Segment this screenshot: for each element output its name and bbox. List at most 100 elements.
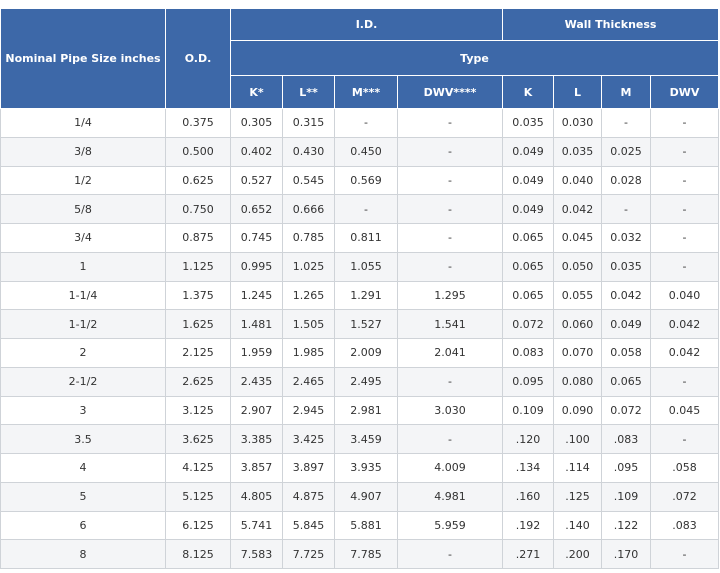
table-cell: 0.527 xyxy=(230,165,283,196)
table-cell: 0.035 xyxy=(553,136,603,167)
header-cell: Wall Thickness xyxy=(502,8,720,41)
table-cell: 1.541 xyxy=(396,309,504,339)
table-cell: - xyxy=(650,108,720,138)
table-cell: 0.042 xyxy=(650,309,720,339)
header-cell: O.D. xyxy=(165,8,231,109)
table-cell: 0.049 xyxy=(502,165,555,196)
table-cell: 7.785 xyxy=(334,539,398,569)
table-cell: 0.049 xyxy=(502,136,555,167)
table-cell: 0.875 xyxy=(165,223,231,253)
table-cell: 0.049 xyxy=(601,309,652,339)
table-row: 3/4 0.875 0.745 0.785 0.811-0.065 0.045 0.032- xyxy=(0,223,720,253)
table-cell: 2.495 xyxy=(334,366,398,397)
table-row: 1 1.125 0.995 1.025 1.055-0.065 0.050 0.035- xyxy=(0,251,720,282)
table-cell: 0.095 xyxy=(502,366,555,397)
table-cell: .140 xyxy=(553,510,603,541)
table-cell: .122 xyxy=(601,510,652,541)
table-cell: 0.060 xyxy=(553,309,603,339)
header-cell: DWV**** xyxy=(396,75,504,109)
table-cell: 1.125 xyxy=(165,251,231,282)
table-cell: .170 xyxy=(601,539,652,569)
header-cell: K* xyxy=(230,75,283,109)
table-cell: 3.125 xyxy=(165,395,231,426)
table-cell: 2.041 xyxy=(396,338,504,368)
table-cell: 3.030 xyxy=(396,395,504,426)
header-cell: L xyxy=(553,75,603,109)
table-cell: 2.125 xyxy=(165,338,231,368)
table-cell: .095 xyxy=(601,453,652,483)
table-row: 8 8.125 7.583 7.725 7.785- .271.200.170- xyxy=(0,539,720,569)
table-cell: 0.083 xyxy=(502,338,555,368)
table-cell: 0.666 xyxy=(282,194,335,224)
table-cell: - xyxy=(601,108,652,138)
table-row: 1/2 0.625 0.527 0.545 0.569-0.049 0.040 0.028- xyxy=(0,165,720,196)
table-cell: 3.625 xyxy=(165,424,231,454)
table-cell: 0.065 xyxy=(502,280,555,311)
table-cell: .271 xyxy=(502,539,555,569)
table-cell: 0.030 xyxy=(553,108,603,138)
table-cell: 3.935 xyxy=(334,453,398,483)
table-cell: - xyxy=(396,136,504,167)
table-cell: 0.040 xyxy=(553,165,603,196)
table-cell: .200 xyxy=(553,539,603,569)
header-row: Type xyxy=(1,40,720,76)
table-cell: 0.045 xyxy=(553,223,603,253)
table-cell: - xyxy=(650,539,720,569)
table-cell: 0.811 xyxy=(334,223,398,253)
table-cell: 5.125 xyxy=(165,481,231,512)
table-cell: - xyxy=(650,366,720,397)
table-cell: 5/8 xyxy=(0,194,166,224)
table-cell: 6.125 xyxy=(165,510,231,541)
table-cell: 1.505 xyxy=(282,309,335,339)
table-cell: 5.741 xyxy=(230,510,283,541)
table-body: 1/4 0.375 0.305 0.315- -0.035 0.030- -3/8 0.500… xyxy=(0,108,720,569)
table-cell: 0.750 xyxy=(165,194,231,224)
table-cell: - xyxy=(396,424,504,454)
table-cell: 0.058 xyxy=(601,338,652,368)
header-cell: Nominal Pipe Size inches xyxy=(0,8,166,109)
table-row: 3.5 3.625 3.385 3.425 3.459- .120.100.083- xyxy=(0,424,720,454)
table-cell: 0.028 xyxy=(601,165,652,196)
table-cell: 7.725 xyxy=(282,539,335,569)
table-row: 5 5.125 4.805 4.875 4.907 4.981.160.125.109.0… xyxy=(0,481,720,512)
table-cell: 8 xyxy=(0,539,166,569)
table-cell: 1.375 xyxy=(165,280,231,311)
table-cell: 3 xyxy=(0,395,166,426)
table-cell: 0.569 xyxy=(334,165,398,196)
table-cell: 0.402 xyxy=(230,136,283,167)
table-cell: 4.805 xyxy=(230,481,283,512)
table-cell: - xyxy=(334,194,398,224)
header-cell: M xyxy=(601,75,652,109)
table-cell: - xyxy=(396,194,504,224)
table-cell: 0.450 xyxy=(334,136,398,167)
table-cell: 3.5 xyxy=(0,424,166,454)
table-cell: .072 xyxy=(650,481,720,512)
table-cell: 5 xyxy=(0,481,166,512)
table-cell: 2 xyxy=(0,338,166,368)
table-cell: 5.845 xyxy=(282,510,335,541)
table-cell: 4 xyxy=(0,453,166,483)
table-cell: 1-1/2 xyxy=(0,309,166,339)
table-cell: 1-1/4 xyxy=(0,280,166,311)
table-cell: - xyxy=(334,108,398,138)
table-cell: 7.583 xyxy=(230,539,283,569)
table-cell: 0.040 xyxy=(650,280,720,311)
table-cell: 0.430 xyxy=(282,136,335,167)
table-cell: 0.072 xyxy=(502,309,555,339)
table-cell: 0.042 xyxy=(601,280,652,311)
table-cell: 1.625 xyxy=(165,309,231,339)
table-cell: - xyxy=(396,366,504,397)
table-cell: 0.652 xyxy=(230,194,283,224)
table-cell: 1.265 xyxy=(282,280,335,311)
table-cell: 0.045 xyxy=(650,395,720,426)
table-cell: - xyxy=(396,223,504,253)
table-cell: 0.995 xyxy=(230,251,283,282)
table-cell: 1.025 xyxy=(282,251,335,282)
header-cell: M*** xyxy=(334,75,398,109)
table-cell: 0.032 xyxy=(601,223,652,253)
table-cell: 3/8 xyxy=(0,136,166,167)
table-header: Nominal Pipe Size inches O.D. I.D. Wall … xyxy=(0,8,720,109)
table-cell: 1.481 xyxy=(230,309,283,339)
table-cell: 2-1/2 xyxy=(0,366,166,397)
table-cell: .160 xyxy=(502,481,555,512)
